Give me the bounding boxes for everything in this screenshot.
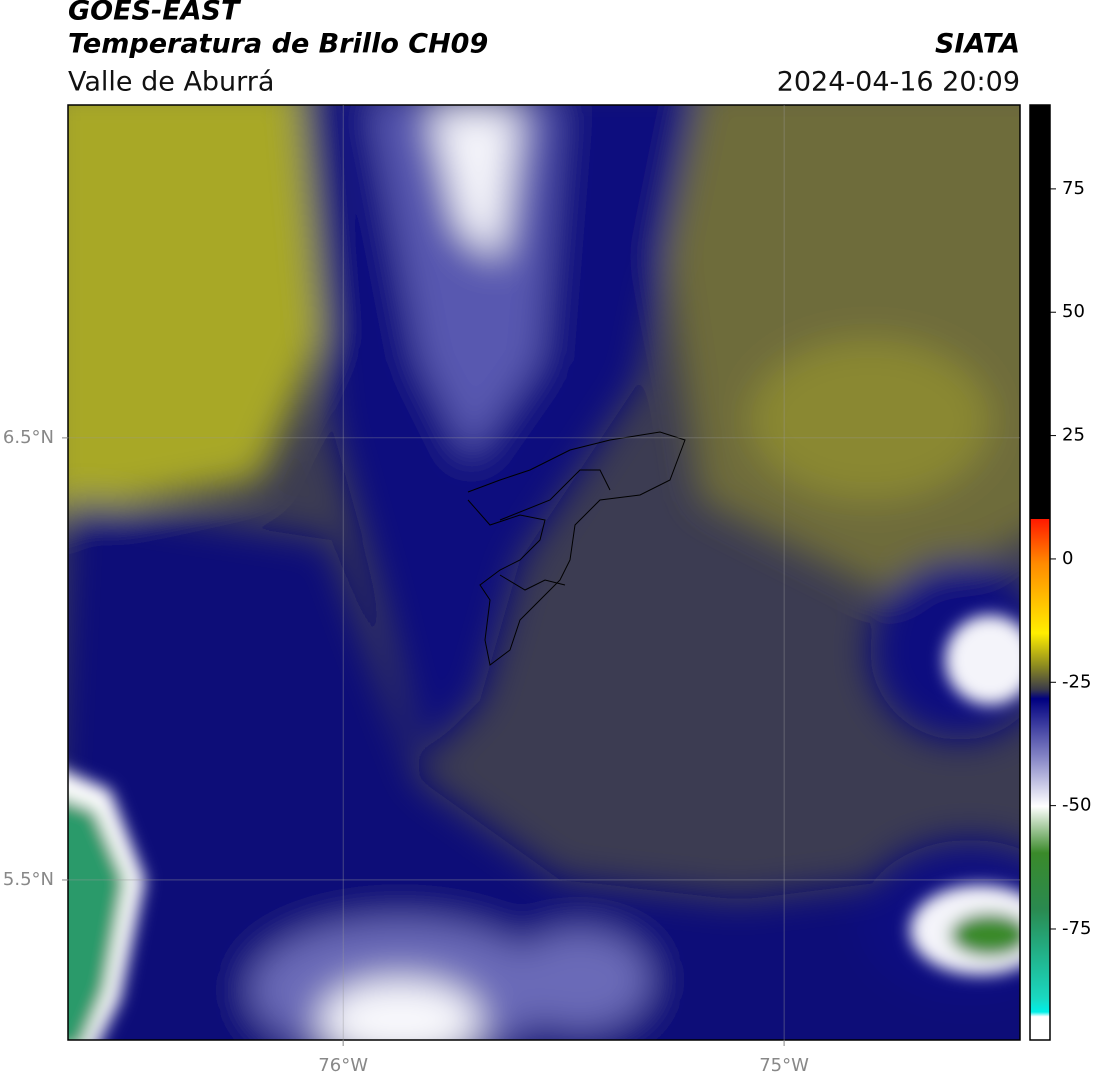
- x-tick-label: 75°W: [759, 1055, 809, 1076]
- imagery: [68, 105, 1020, 1040]
- boundary: [467, 431, 686, 666]
- source: SIATA: [935, 29, 1020, 60]
- colorbar-tick-label: -50: [1062, 795, 1091, 816]
- colorbar-tick-label: 75: [1062, 178, 1085, 199]
- boundary: [499, 574, 566, 591]
- title: GOES-EAST: [68, 0, 242, 27]
- colorbar-tick-label: 50: [1062, 301, 1085, 322]
- x-tick-label: 76°W: [318, 1055, 368, 1076]
- y-tick-label: 6.5°N: [3, 427, 54, 448]
- datetime: 2024-04-16 20:09: [777, 67, 1020, 98]
- boundary: [499, 469, 611, 521]
- colorbar-tick-label: -75: [1062, 918, 1091, 939]
- y-tick-label: 5.5°N: [3, 869, 54, 890]
- subtitle: Temperatura de Brillo CH09: [68, 29, 488, 60]
- colorbar-tick-label: 0: [1062, 548, 1073, 569]
- map-frame: [67, 104, 1021, 1041]
- colorbar: [1029, 104, 1051, 1041]
- colorbar-tick-label: -25: [1062, 671, 1091, 692]
- region: Valle de Aburrá: [68, 67, 274, 98]
- colorbar-tick-label: 25: [1062, 425, 1085, 446]
